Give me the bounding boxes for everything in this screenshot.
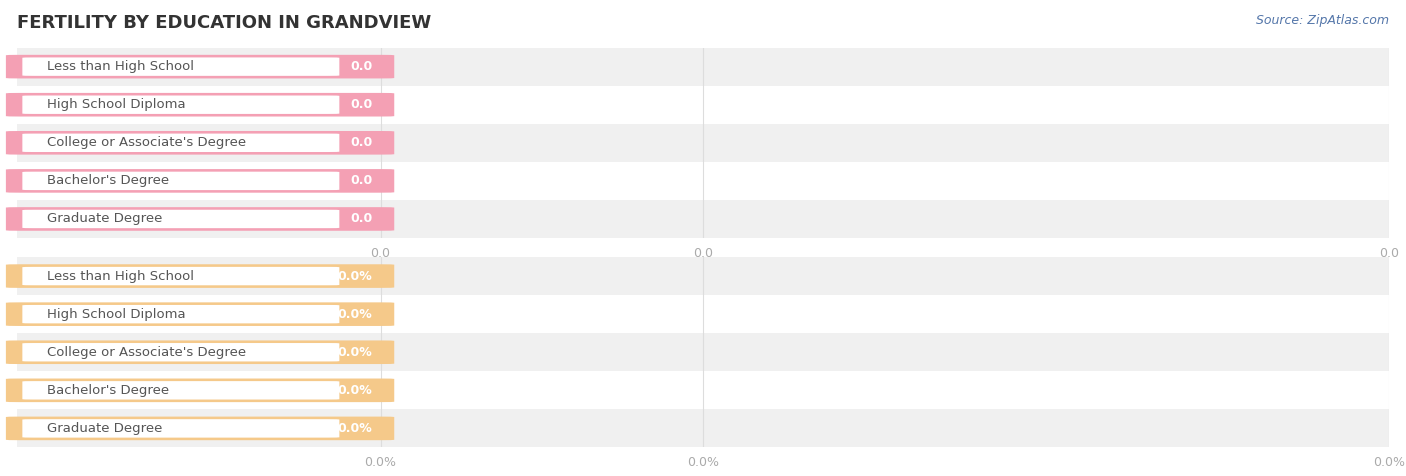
Text: 0.0: 0.0 (1379, 247, 1399, 259)
Bar (17, 333, 1389, 371)
FancyBboxPatch shape (22, 96, 339, 114)
Text: Graduate Degree: Graduate Degree (46, 212, 163, 226)
Text: 0.0%: 0.0% (337, 422, 373, 435)
Text: Graduate Degree: Graduate Degree (46, 422, 163, 435)
Text: 0.0: 0.0 (350, 60, 373, 73)
Bar (17, 200, 1389, 238)
Text: Less than High School: Less than High School (46, 60, 194, 73)
Text: College or Associate's Degree: College or Associate's Degree (46, 136, 246, 149)
Bar (17, 162, 1389, 200)
Text: 0.0%: 0.0% (337, 384, 373, 397)
FancyBboxPatch shape (22, 210, 339, 228)
FancyBboxPatch shape (22, 305, 339, 323)
FancyBboxPatch shape (6, 340, 394, 364)
Text: Bachelor's Degree: Bachelor's Degree (46, 384, 169, 397)
Bar (17, 257, 1389, 295)
Text: 0.0: 0.0 (693, 247, 713, 259)
FancyBboxPatch shape (6, 93, 394, 117)
FancyBboxPatch shape (22, 419, 339, 437)
FancyBboxPatch shape (22, 58, 339, 76)
FancyBboxPatch shape (6, 169, 394, 193)
Text: 0.0%: 0.0% (1374, 456, 1405, 469)
FancyBboxPatch shape (6, 416, 394, 440)
FancyBboxPatch shape (6, 207, 394, 231)
Bar (17, 124, 1389, 162)
Text: 0.0: 0.0 (350, 174, 373, 188)
Text: 0.0: 0.0 (350, 212, 373, 226)
Text: Less than High School: Less than High School (46, 269, 194, 283)
Text: Source: ZipAtlas.com: Source: ZipAtlas.com (1256, 14, 1389, 27)
Text: FERTILITY BY EDUCATION IN GRANDVIEW: FERTILITY BY EDUCATION IN GRANDVIEW (17, 14, 432, 32)
FancyBboxPatch shape (6, 302, 394, 326)
FancyBboxPatch shape (22, 172, 339, 190)
FancyBboxPatch shape (22, 267, 339, 285)
Bar (17, 295, 1389, 333)
Text: 0.0: 0.0 (371, 247, 391, 259)
Text: 0.0%: 0.0% (337, 346, 373, 359)
FancyBboxPatch shape (6, 55, 394, 79)
Bar (17, 86, 1389, 124)
Bar (17, 48, 1389, 86)
Text: High School Diploma: High School Diploma (46, 307, 186, 321)
FancyBboxPatch shape (6, 264, 394, 288)
FancyBboxPatch shape (22, 381, 339, 399)
Text: College or Associate's Degree: College or Associate's Degree (46, 346, 246, 359)
Bar (17, 409, 1389, 447)
FancyBboxPatch shape (22, 343, 339, 361)
FancyBboxPatch shape (22, 134, 339, 152)
Bar (17, 371, 1389, 409)
Text: 0.0%: 0.0% (337, 307, 373, 321)
Text: 0.0%: 0.0% (364, 456, 396, 469)
Text: 0.0%: 0.0% (688, 456, 718, 469)
FancyBboxPatch shape (6, 378, 394, 402)
Text: Bachelor's Degree: Bachelor's Degree (46, 174, 169, 188)
Text: 0.0: 0.0 (350, 98, 373, 111)
Text: 0.0: 0.0 (350, 136, 373, 149)
Text: High School Diploma: High School Diploma (46, 98, 186, 111)
FancyBboxPatch shape (6, 131, 394, 155)
Text: 0.0%: 0.0% (337, 269, 373, 283)
